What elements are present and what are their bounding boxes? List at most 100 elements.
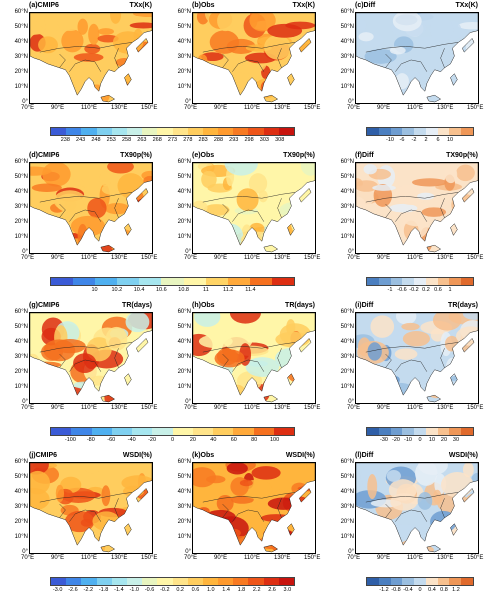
map-panel-b: (b)Obs TXx(K) 60°N 50°N 40°N 30°N 20°N 10°N 0° 70… bbox=[171, 2, 321, 116]
lat-tick-label: 50°N bbox=[340, 174, 354, 180]
colorbar-swatch bbox=[390, 428, 403, 435]
lon-tick-label: 70°E bbox=[184, 105, 198, 111]
panel-label: (k)Obs bbox=[192, 452, 215, 459]
map-field-patch bbox=[367, 88, 384, 99]
colorbar-swatch bbox=[157, 578, 173, 585]
colorbar-tick-label: 11.4 bbox=[245, 287, 256, 293]
colorbar-tick-label: 10.8 bbox=[178, 287, 189, 293]
map-field-patch bbox=[429, 17, 454, 42]
map-field-patch bbox=[104, 229, 136, 245]
country-borders bbox=[365, 342, 459, 372]
map-field-patch bbox=[390, 493, 418, 511]
colorbar-tick-label: 40 bbox=[210, 437, 217, 443]
colorbar-swatch bbox=[187, 128, 203, 135]
panel-label: (f)Diff bbox=[355, 152, 374, 159]
lon-tick-label: 110°E bbox=[407, 555, 423, 561]
colorbar-tick-label: 11 bbox=[203, 287, 209, 293]
colorbar-swatch bbox=[157, 128, 173, 135]
map-field-patch bbox=[292, 354, 306, 367]
colorbar-swatch bbox=[152, 428, 173, 435]
map-field-patch bbox=[198, 334, 233, 349]
map-field-patch bbox=[364, 49, 397, 64]
lon-tick-label: 110°E bbox=[81, 105, 97, 111]
lat-tick-label: 40°N bbox=[177, 489, 191, 495]
colorbar-tick-label: -80 bbox=[86, 437, 95, 443]
map-field-patch bbox=[30, 519, 53, 529]
lat-tick-label: 10°N bbox=[340, 534, 354, 540]
colorbar-tick-label: 258 bbox=[121, 137, 132, 143]
colorbar-tick-label: 10 bbox=[446, 137, 454, 143]
lat-tick-label: 0° bbox=[22, 249, 28, 255]
map-field-patch bbox=[396, 60, 406, 77]
colorbar-row3-main bbox=[50, 427, 295, 436]
map-field-patch bbox=[277, 525, 286, 534]
colorbar-tick-label: -3.0 bbox=[52, 587, 63, 593]
map-field-patch bbox=[206, 379, 218, 400]
lat-tick-label: 60°N bbox=[14, 459, 28, 465]
map-field-patch bbox=[104, 384, 119, 403]
map-frame bbox=[192, 312, 316, 404]
lat-tick-label: 60°N bbox=[340, 9, 354, 15]
colorbar-swatch bbox=[461, 578, 474, 585]
map-field-patch bbox=[418, 463, 448, 476]
lon-tick-label: 90°E bbox=[51, 105, 65, 111]
lat-tick-label: 0° bbox=[348, 99, 354, 105]
map-field-patch bbox=[133, 207, 148, 216]
colorbar-swatch bbox=[172, 128, 188, 135]
map-field-patch bbox=[367, 474, 378, 500]
country-borders bbox=[202, 492, 296, 522]
colorbar-swatch bbox=[73, 278, 96, 285]
lat-tick-label: 50°N bbox=[177, 324, 191, 330]
map-field-patch bbox=[101, 485, 111, 507]
colorbar-tick-label: 10 bbox=[428, 437, 436, 443]
map-field-patch bbox=[133, 514, 152, 523]
lon-tick-label: 90°E bbox=[377, 105, 391, 111]
map-field-patch bbox=[356, 231, 381, 252]
map-field-patch bbox=[60, 476, 82, 493]
colorbar-swatch bbox=[66, 578, 82, 585]
map-field-patch bbox=[83, 84, 110, 103]
colorbar-tick-label: -0.6 bbox=[144, 587, 155, 593]
lat-tick-label: 30°N bbox=[340, 204, 354, 210]
map-field-patch bbox=[258, 190, 268, 203]
lat-tick-label: 60°N bbox=[177, 9, 191, 15]
map-field-patch bbox=[358, 32, 374, 42]
panel-variable: TR(days) bbox=[122, 302, 152, 309]
colorbar-tick-label: 11.2 bbox=[223, 287, 234, 293]
colorbar-swatch bbox=[449, 428, 462, 435]
map-field-patch bbox=[194, 313, 221, 327]
colorbar-tick-label: 248 bbox=[91, 137, 101, 143]
map-field-patch bbox=[117, 173, 145, 199]
map-field-patch bbox=[236, 188, 259, 212]
map-panel-l: (l)Diff WSDI(%) 60°N 50°N 40°N 30°N 20°N 10°N 0°… bbox=[334, 452, 484, 566]
colorbar-swatch bbox=[126, 578, 143, 585]
map-field-patch bbox=[280, 218, 292, 241]
colorbar-tick-label: 0.6 bbox=[434, 287, 442, 293]
colorbar-swatch bbox=[271, 278, 295, 285]
lat-tick-label: 0° bbox=[22, 99, 28, 105]
lon-tick-label: 150°E bbox=[304, 255, 321, 261]
map-field-patch bbox=[456, 92, 478, 103]
map-field-patch bbox=[107, 163, 134, 174]
panel-label: (i)Diff bbox=[355, 302, 374, 309]
colorbar-labels-row4-main: -3.0 -2.6 -2.2 -1.8 -1.4 -1.0 -0.6 -0.2 0.2 0.6 1.… bbox=[50, 587, 295, 595]
panel-label: (c)Diff bbox=[355, 2, 376, 9]
map-field-patch bbox=[372, 184, 396, 191]
map-field-patch bbox=[433, 489, 442, 504]
map-field-patch bbox=[84, 43, 101, 54]
map-field-patch bbox=[264, 34, 291, 60]
lat-tick-label: 30°N bbox=[177, 204, 191, 210]
map-field-patch bbox=[465, 548, 478, 553]
lon-tick-label: 90°E bbox=[51, 255, 65, 261]
lat-tick-label: 30°N bbox=[340, 354, 354, 360]
map-frame bbox=[355, 462, 479, 554]
map-field-patch bbox=[97, 28, 115, 35]
colorbar-swatch bbox=[402, 128, 415, 135]
lon-tick-label: 150°E bbox=[467, 405, 484, 411]
lon-tick-label: 70°E bbox=[347, 105, 361, 111]
map-field-patch bbox=[357, 19, 367, 32]
lat-tick-label: 10°N bbox=[340, 384, 354, 390]
map-field-patch bbox=[253, 78, 279, 99]
map-field-patch bbox=[213, 527, 232, 535]
colorbar-swatch bbox=[161, 278, 184, 285]
